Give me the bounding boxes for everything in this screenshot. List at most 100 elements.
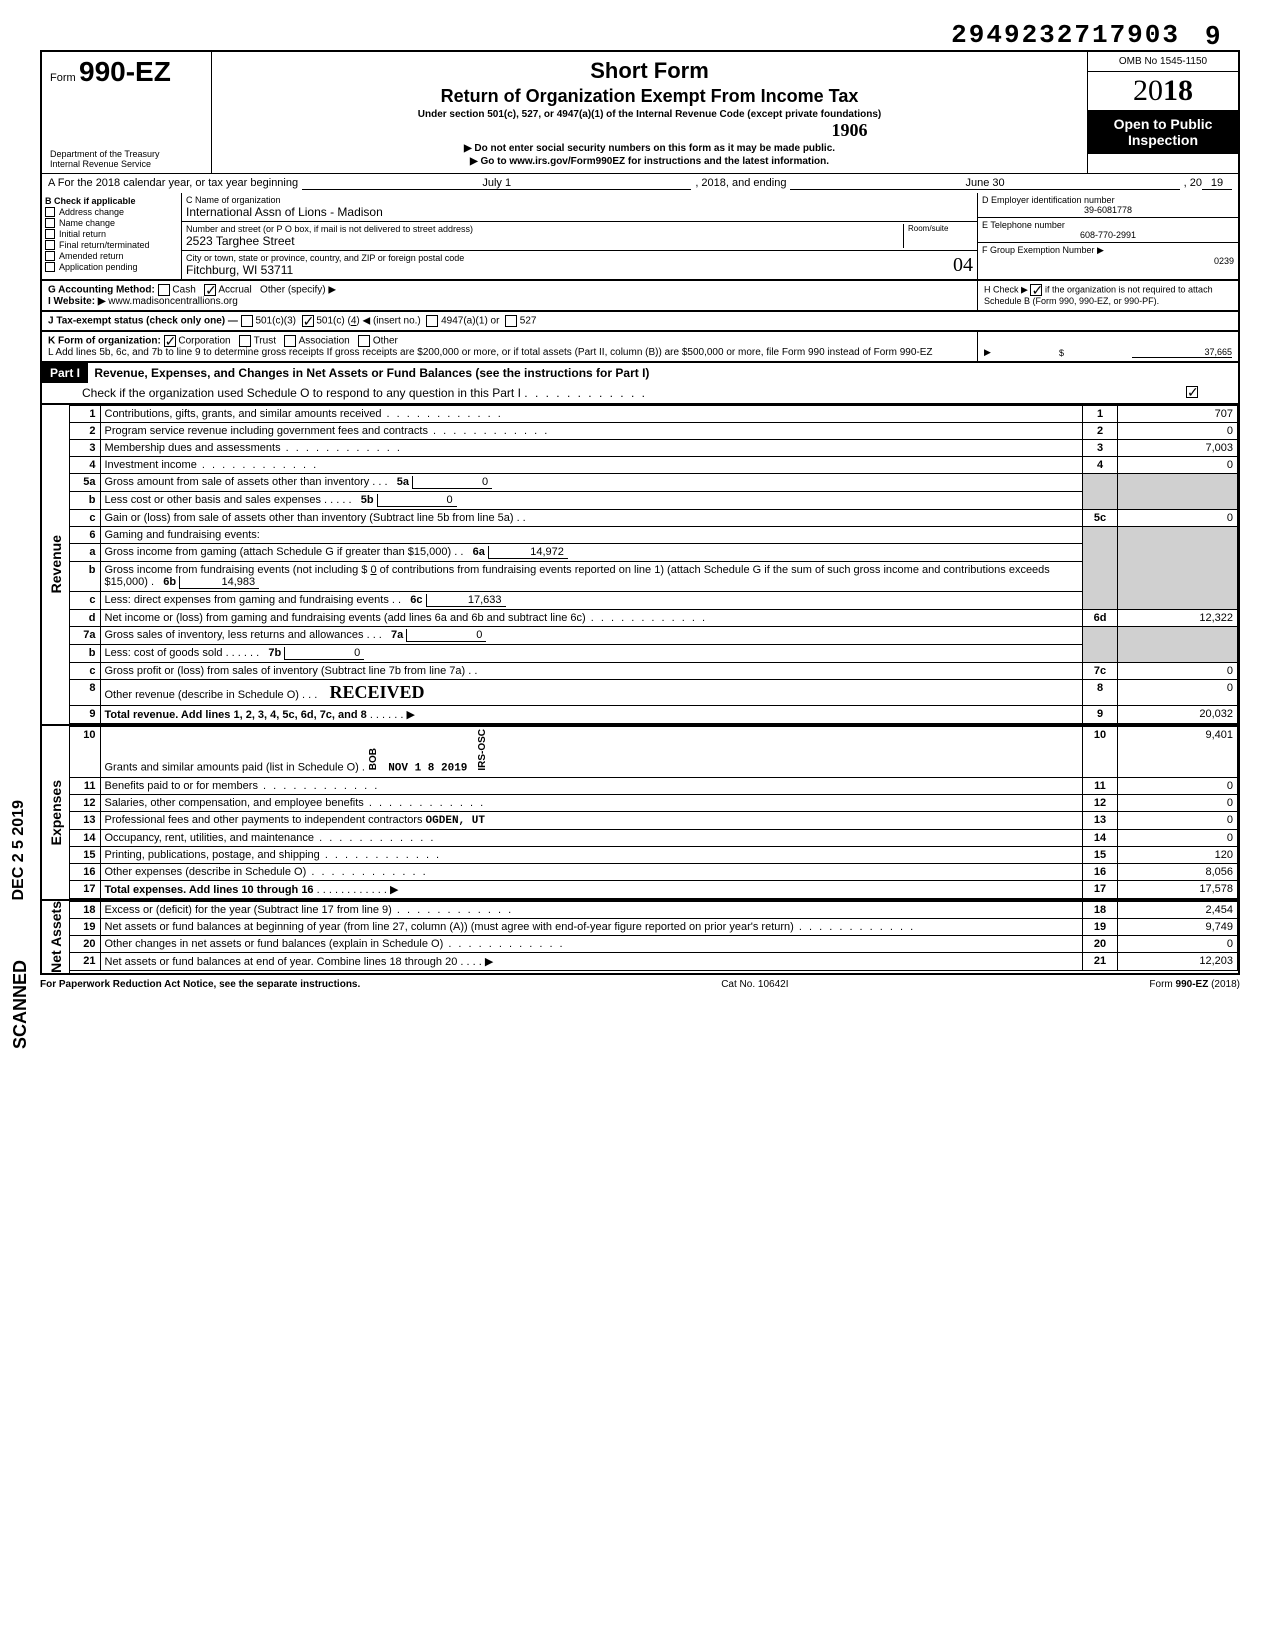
room-suite-label: Room/suite: [903, 224, 973, 248]
part-1-title: Revenue, Expenses, and Changes in Net As…: [91, 363, 652, 383]
chk-initial-return[interactable]: [45, 229, 55, 239]
lbl-final-return: Final return/terminated: [59, 240, 150, 250]
year-bold: 18: [1163, 74, 1193, 107]
year-prefix: 20: [1133, 74, 1163, 107]
irs-stamp: IRS-OSC: [477, 729, 488, 771]
phone-label: E Telephone number: [982, 220, 1234, 230]
line-5c-desc: Gain or (loss) from sale of assets other…: [105, 512, 514, 524]
line-6-desc: Gaming and fundraising events:: [100, 527, 1083, 544]
line-16-desc: Other expenses (describe in Schedule O): [105, 866, 307, 878]
chk-name-change[interactable]: [45, 218, 55, 228]
nov-stamp: NOV 1 8 2019: [388, 763, 467, 775]
line-l-text: L Add lines 5b, 6c, and 7b to line 9 to …: [48, 347, 933, 358]
org-name: International Assn of Lions - Madison: [186, 205, 973, 219]
chk-h-not-required[interactable]: [1030, 284, 1042, 296]
chk-amended-return[interactable]: [45, 251, 55, 261]
subtitle-text: Under section 501(c), 527, or 4947(a)(1)…: [418, 109, 881, 120]
line-3-amt: 7,003: [1118, 440, 1238, 457]
chk-association[interactable]: [284, 335, 296, 347]
line-6d-desc: Net income or (loss) from gaming and fun…: [105, 612, 586, 624]
line-10-amt: 9,401: [1118, 727, 1238, 778]
chk-final-return[interactable]: [45, 240, 55, 250]
lbl-trust: Trust: [254, 336, 276, 347]
line-6a-sub: 14,972: [488, 546, 568, 559]
chk-application-pending[interactable]: [45, 262, 55, 272]
form-number: 990-EZ: [79, 56, 171, 87]
chk-corporation[interactable]: [164, 335, 176, 347]
lbl-501c: 501(c) (: [316, 316, 350, 327]
lbl-corporation: Corporation: [178, 336, 230, 347]
line-13-amt: 0: [1118, 811, 1238, 829]
chk-address-change[interactable]: [45, 207, 55, 217]
line-20-desc: Other changes in net assets or fund bala…: [105, 938, 444, 950]
line-15-amt: 120: [1118, 846, 1238, 863]
dln-number: 2949232717903: [951, 20, 1180, 50]
org-street: 2523 Targhee Street: [186, 234, 903, 248]
side-expenses: Expenses: [48, 780, 64, 845]
line-l-amount: 37,665: [1132, 347, 1232, 358]
lbl-other-org: Other: [373, 336, 398, 347]
chk-4947[interactable]: [426, 315, 438, 327]
line-6d-amt: 12,322: [1118, 610, 1238, 627]
part-1-header: Part I Revenue, Expenses, and Changes in…: [40, 363, 1240, 405]
chk-501c3[interactable]: [241, 315, 253, 327]
line-21-desc: Net assets or fund balances at end of ye…: [105, 956, 458, 968]
line-4-amt: 0: [1118, 457, 1238, 474]
line-15-desc: Printing, publications, postage, and shi…: [105, 849, 320, 861]
dept-irs: Internal Revenue Service: [50, 159, 203, 169]
line-8-amt: 0: [1118, 680, 1238, 706]
bob-stamp: BOB: [368, 748, 379, 770]
footer: For Paperwork Reduction Act Notice, see …: [40, 975, 1240, 994]
warning-goto: Go to www.irs.gov/Form990EZ for instruct…: [218, 156, 1081, 167]
sched-o-text: Check if the organization used Schedule …: [82, 386, 521, 400]
lbl-501c3: 501(c)(3): [255, 316, 296, 327]
form-org-label: K Form of organization:: [48, 336, 161, 347]
chk-501c[interactable]: [302, 315, 314, 327]
net-assets-section: Net Assets 18Excess or (deficit) for the…: [40, 901, 1240, 975]
h-check-label: H Check ▶: [984, 284, 1028, 294]
line-7b-sub: 0: [284, 647, 364, 660]
line-6b-mid: 0: [370, 564, 376, 576]
line-9-amt: 20,032: [1118, 706, 1238, 724]
city-label: City or town, state or province, country…: [186, 253, 953, 263]
line-7a-sub: 0: [406, 629, 486, 642]
form-header: Form 990-EZ Department of the Treasury I…: [40, 50, 1240, 173]
group-exemption-value: 0239: [982, 256, 1234, 266]
received-stamp: RECEIVED: [330, 682, 425, 702]
line-6c-desc: Less: direct expenses from gaming and fu…: [105, 594, 389, 606]
chk-cash[interactable]: [158, 284, 170, 296]
line-6b-sub: 14,983: [179, 576, 259, 589]
line-6c-sub: 17,633: [426, 594, 506, 607]
omb-number: OMB No 1545-1150: [1088, 52, 1238, 72]
return-title: Return of Organization Exempt From Incom…: [218, 86, 1081, 107]
row-a-label: A For the 2018 calendar year, or tax yea…: [48, 177, 298, 190]
line-5a-sub: 0: [412, 476, 492, 489]
row-j: J Tax-exempt status (check only one) — 5…: [40, 312, 1240, 332]
row-a-tax-year: A For the 2018 calendar year, or tax yea…: [40, 173, 1240, 193]
chk-other-org[interactable]: [358, 335, 370, 347]
line-13-desc: Professional fees and other payments to …: [105, 814, 423, 826]
warning-ssn: Do not enter social security numbers on …: [218, 143, 1081, 154]
chk-527[interactable]: [505, 315, 517, 327]
chk-schedule-o[interactable]: [1186, 386, 1198, 398]
lbl-initial-return: Initial return: [59, 229, 106, 239]
line-18-desc: Excess or (deficit) for the year (Subtra…: [105, 904, 392, 916]
footer-right: Form 990-EZ (2018): [1149, 979, 1240, 990]
line-3-desc: Membership dues and assessments: [105, 442, 281, 454]
short-form-label: Short Form: [218, 58, 1081, 84]
line-2-amt: 0: [1118, 423, 1238, 440]
line-11-desc: Benefits paid to or for members: [105, 780, 258, 792]
org-city: Fitchburg, WI 53711: [186, 263, 953, 277]
accounting-method-label: G Accounting Method:: [48, 285, 155, 296]
side-revenue: Revenue: [48, 535, 64, 593]
row-k-l: K Form of organization: Corporation Trus…: [40, 332, 1240, 363]
line-17-desc: Total expenses. Add lines 10 through 16: [105, 884, 314, 896]
line-4-desc: Investment income: [105, 459, 197, 471]
row-a-mid: , 2018, and ending: [695, 177, 786, 190]
chk-trust[interactable]: [239, 335, 251, 347]
expenses-section: Expenses 10Grants and similar amounts pa…: [40, 726, 1240, 901]
chk-accrual[interactable]: [204, 284, 216, 296]
line-19-desc: Net assets or fund balances at beginning…: [105, 921, 794, 933]
ein-value: 39-6081778: [982, 205, 1234, 215]
lbl-application-pending: Application pending: [59, 262, 138, 272]
